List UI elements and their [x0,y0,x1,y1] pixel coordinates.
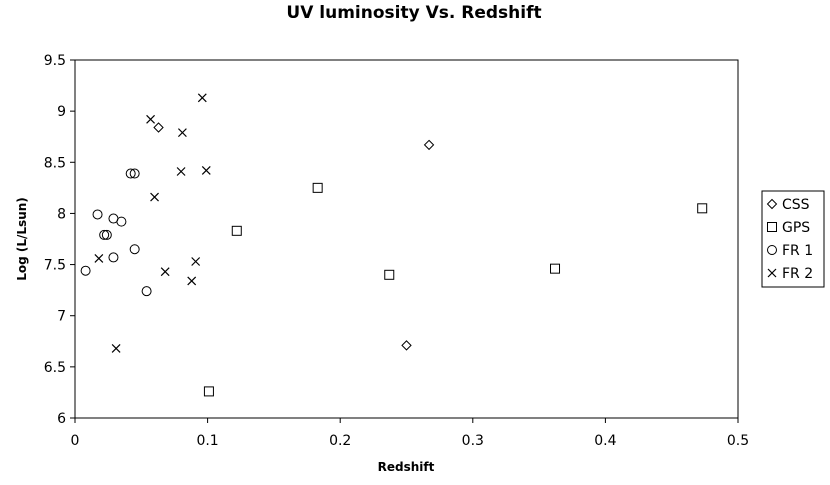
fr-1-point [129,168,140,179]
x-tick-label: 0.1 [196,433,218,449]
gps-point [384,269,395,280]
y-tick-label: 7.5 [44,258,66,274]
y-tick-label: 9.5 [44,53,66,69]
legend-label-css: CSS [782,197,810,213]
gps-point [231,225,242,236]
legend-marker-fr-1 [767,245,777,255]
x-tick-label: 0.2 [329,433,351,449]
legend-marker-fr-2 [767,268,777,278]
x-axis-title: Redshift [378,460,435,474]
y-tick-label: 7 [57,309,66,325]
fr-2-point [201,166,211,175]
legend-box [761,190,825,288]
legend-label-gps: GPS [782,220,810,236]
gps-point [312,182,323,193]
fr-1-point [99,229,110,240]
legend: CSS GPS FR 1 FR 2 [761,190,825,288]
x-tick-label: 0.4 [594,433,616,449]
fr-1-point [141,286,152,297]
fr-2-point [191,257,201,266]
fr-2-point [94,254,104,263]
legend-label-fr-1: FR 1 [782,243,813,259]
y-tick-label: 6 [57,411,66,427]
data-points [80,93,708,397]
css-point [423,139,435,151]
fr-1-point [80,265,91,276]
css-point [401,340,412,351]
y-tick-label: 8 [57,206,66,222]
y-axis: 6 6.5 7 7.5 8 8.5 9 9.5 [44,53,75,427]
gps-point [550,263,561,274]
legend-marker-gps [767,222,777,232]
fr-2-point [187,276,197,286]
fr-1-point [116,216,127,227]
gps-point [697,203,708,214]
x-tick-label: 0.3 [462,433,484,449]
fr-2-point [146,114,156,124]
fr-1-point [125,168,136,179]
legend-marker-css [766,198,778,210]
y-tick-label: 8.5 [44,155,66,171]
fr-2-point [111,344,121,353]
fr-2-point [150,192,159,202]
y-axis-title: Log (L/Lsun) [15,197,29,281]
x-tick-label: 0.5 [727,433,749,449]
fr-1-point [129,244,140,255]
fr-1-point [92,209,103,220]
y-tick-label: 6.5 [44,360,66,376]
x-tick-label: 0 [71,433,80,449]
plot-area [74,59,739,419]
css-point [153,122,164,133]
chart-title: UV luminosity Vs. Redshift [286,3,541,23]
y-tick-label: 9 [57,104,66,120]
legend-label-fr-2: FR 2 [782,266,813,282]
fr-2-point [176,167,186,176]
gps-point [203,386,214,397]
fr-1-point [101,229,112,240]
fr-1-point [108,252,119,263]
x-axis: 0 0.1 0.2 0.3 0.4 0.5 [71,418,749,449]
fr-2-point [197,93,207,103]
fr-2-point [160,267,170,277]
fr-2-point [177,128,187,138]
